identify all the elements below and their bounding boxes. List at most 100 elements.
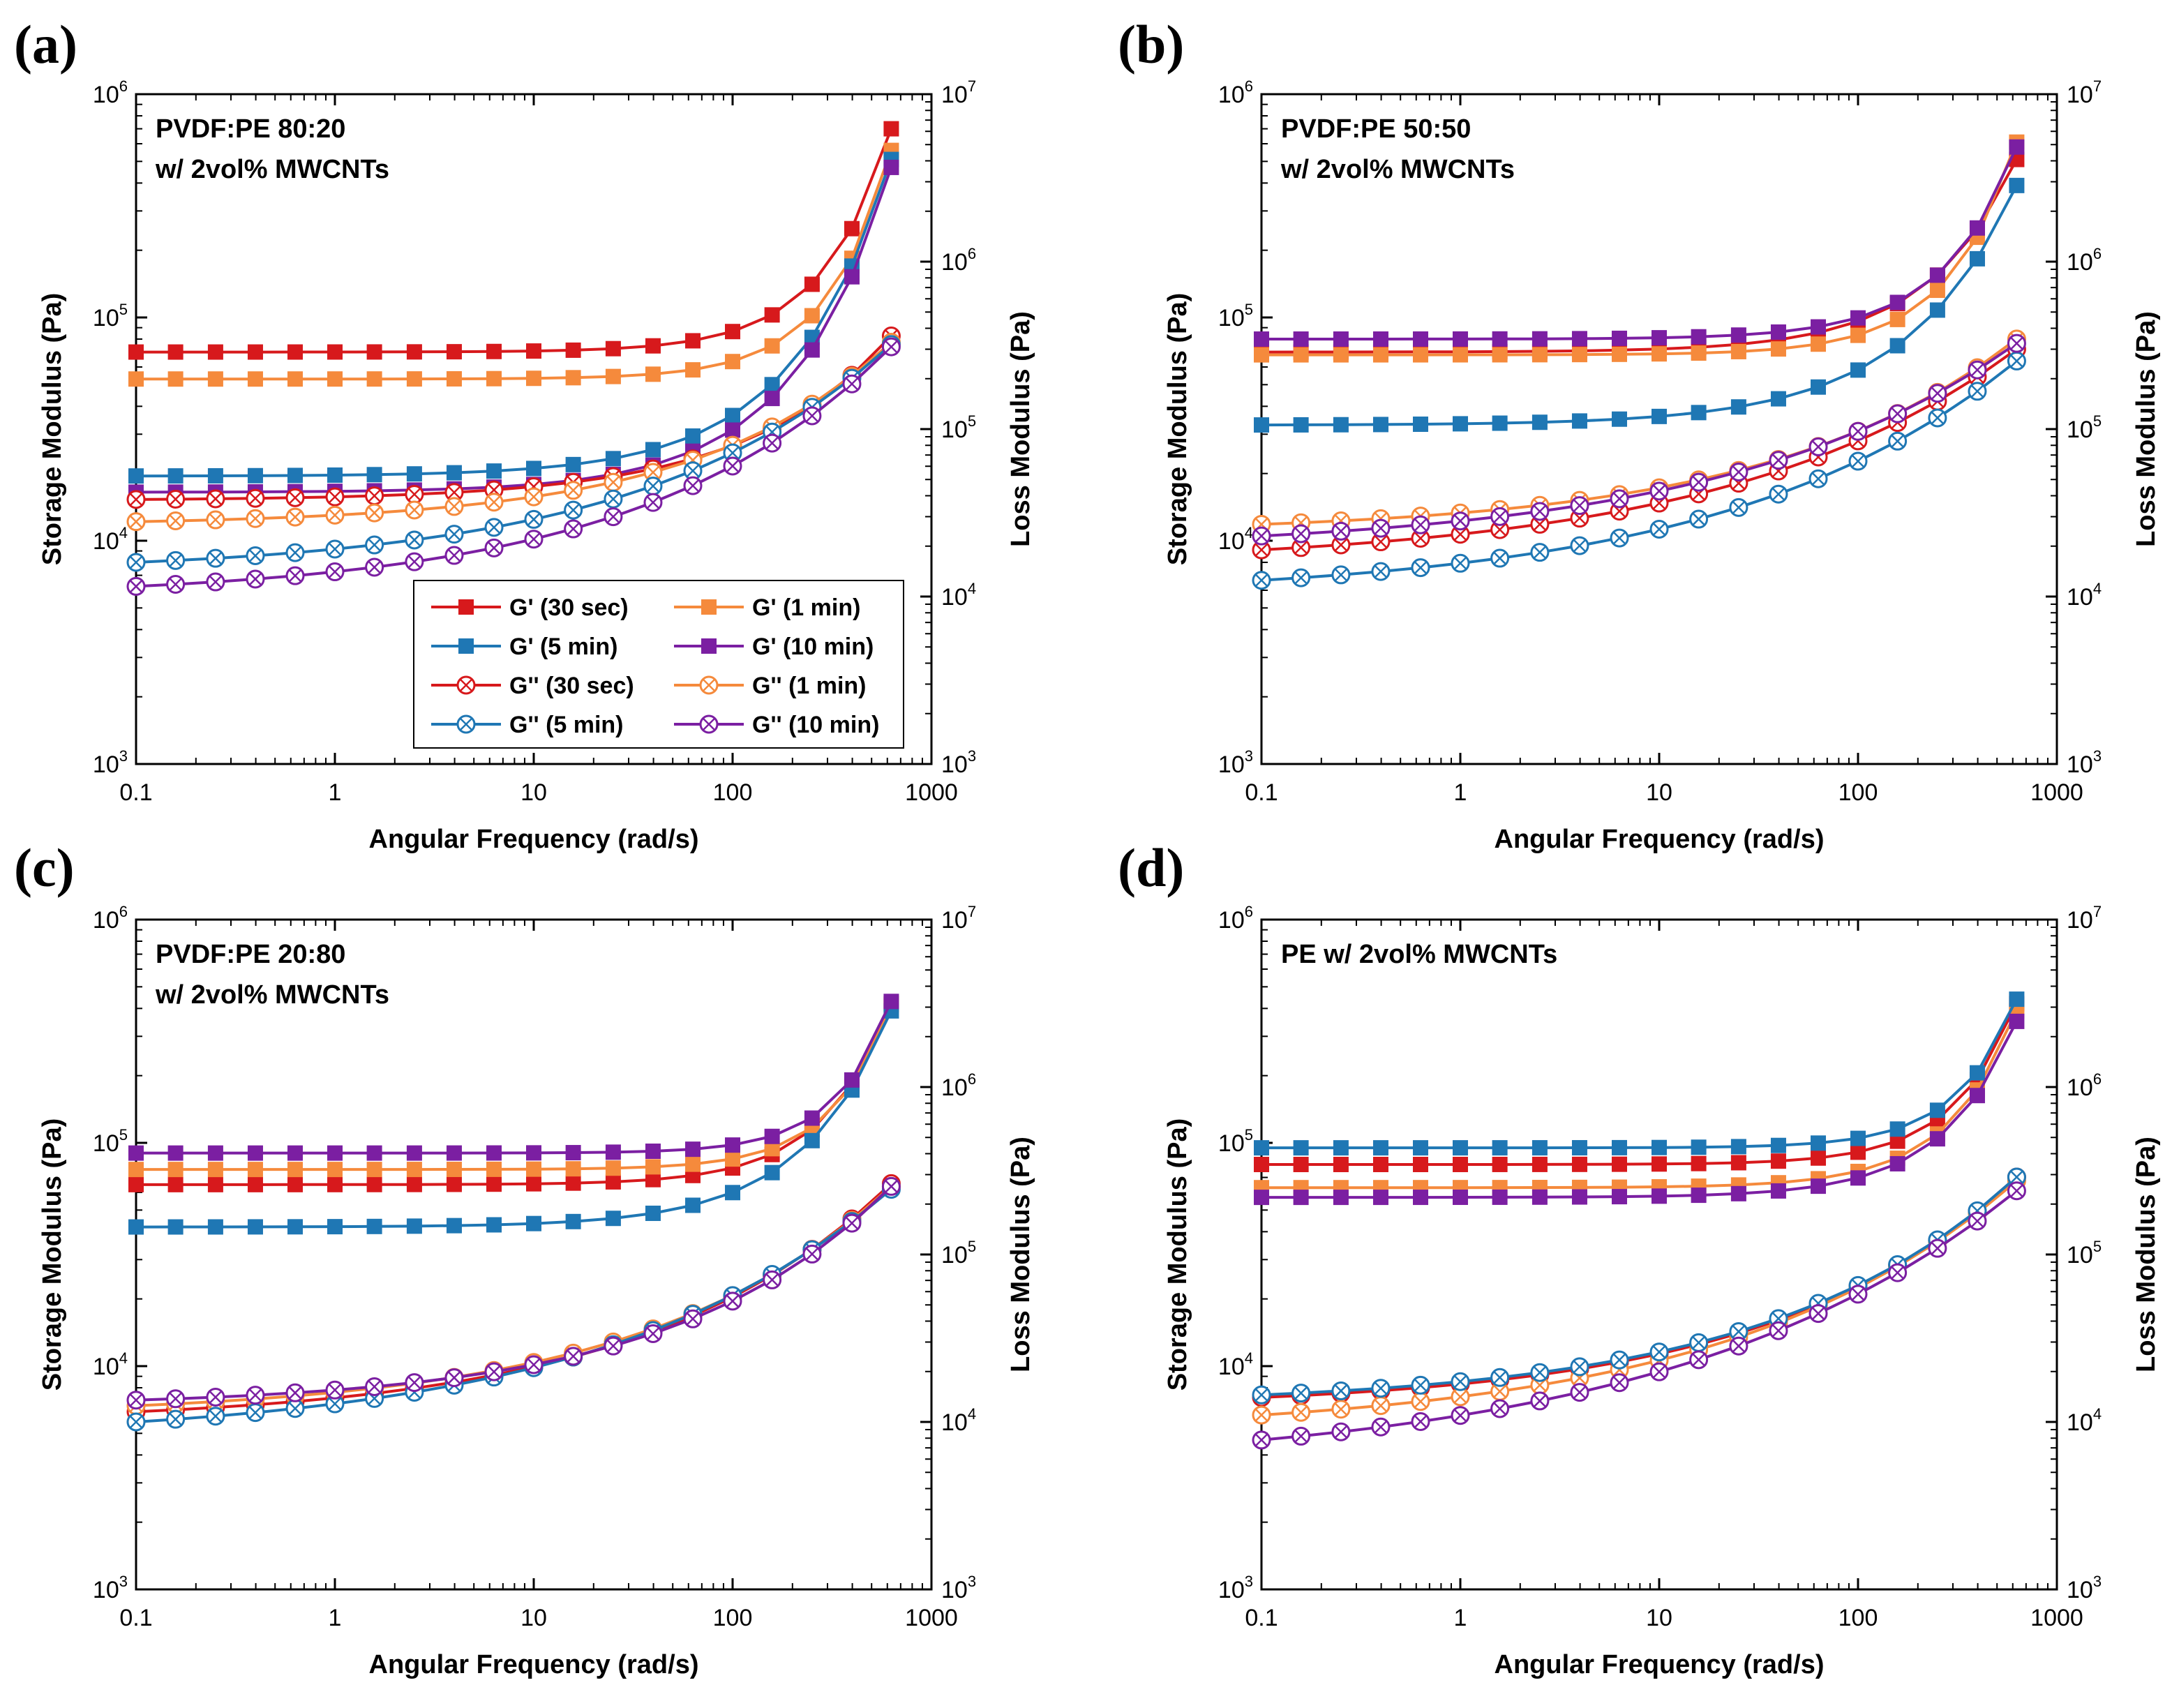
data-point bbox=[1291, 1426, 1311, 1446]
marker-cross bbox=[289, 1402, 301, 1415]
data-point bbox=[1490, 1399, 1510, 1418]
marker-cross bbox=[1732, 501, 1745, 514]
data-point bbox=[167, 1219, 184, 1235]
marker-cross bbox=[329, 1398, 341, 1410]
data-point bbox=[1652, 1188, 1667, 1204]
data-point bbox=[1730, 1185, 1746, 1201]
data-point bbox=[1411, 1392, 1430, 1411]
data-point bbox=[1850, 1170, 1866, 1186]
marker-cross bbox=[130, 580, 142, 593]
data-point bbox=[446, 1145, 462, 1161]
data-point bbox=[1252, 1385, 1271, 1404]
marker-cross bbox=[329, 490, 341, 504]
marker-cross bbox=[1971, 384, 1984, 398]
marker-cross bbox=[408, 1376, 421, 1389]
data-point bbox=[1889, 338, 1905, 354]
data-point bbox=[1411, 1411, 1430, 1431]
data-point bbox=[1848, 451, 1868, 471]
marker-cross bbox=[329, 1384, 341, 1397]
marker-cross bbox=[209, 576, 222, 588]
data-point bbox=[804, 342, 820, 358]
x-axis-label: Angular Frequency (rad/s) bbox=[369, 825, 699, 854]
marker-cross bbox=[1534, 546, 1546, 559]
data-point bbox=[1252, 540, 1271, 560]
data-point bbox=[1769, 1321, 1788, 1340]
marker-cross bbox=[448, 500, 460, 513]
series-7 bbox=[126, 337, 901, 596]
data-point bbox=[604, 1336, 623, 1356]
marker-cross bbox=[1692, 513, 1705, 525]
data-point bbox=[1291, 1384, 1311, 1403]
data-point bbox=[1333, 331, 1349, 347]
data-point bbox=[287, 1176, 304, 1192]
marker-cross bbox=[368, 1380, 381, 1393]
data-point bbox=[207, 467, 223, 484]
marker-cross bbox=[1534, 1379, 1546, 1392]
data-point bbox=[1808, 469, 1828, 488]
marker-cross bbox=[1573, 1386, 1586, 1399]
data-point bbox=[685, 362, 701, 378]
data-point bbox=[1451, 1387, 1470, 1407]
data-point bbox=[366, 1176, 382, 1192]
data-point bbox=[247, 467, 263, 484]
y2-tick-base: 10 bbox=[941, 907, 968, 934]
data-point bbox=[1889, 1133, 1905, 1149]
marker-cross bbox=[1812, 440, 1825, 454]
data-point bbox=[1413, 417, 1429, 433]
y-tick-base: 10 bbox=[93, 82, 119, 108]
marker-cross bbox=[289, 491, 301, 504]
data-point bbox=[365, 535, 384, 555]
x-tick-label: 100 bbox=[1838, 1605, 1878, 1631]
y2-tick-exponent: 7 bbox=[968, 77, 976, 95]
y2-tick-exponent: 4 bbox=[2093, 580, 2102, 597]
data-point bbox=[643, 1324, 663, 1344]
data-point bbox=[1453, 347, 1468, 363]
data-point bbox=[844, 269, 860, 285]
data-point bbox=[1254, 1190, 1269, 1206]
data-point bbox=[565, 1161, 581, 1177]
marker-cross bbox=[846, 1217, 858, 1229]
marker-cross bbox=[1255, 574, 1268, 587]
data-point bbox=[207, 1176, 223, 1192]
data-point bbox=[325, 539, 345, 559]
x-tick-label: 0.1 bbox=[1245, 779, 1278, 806]
data-point bbox=[1889, 1121, 1905, 1137]
data-point bbox=[207, 1219, 223, 1235]
data-point bbox=[366, 1145, 382, 1161]
data-point bbox=[1291, 568, 1311, 587]
panel-annotation: PVDF:PE 80:20 bbox=[156, 114, 345, 144]
data-point bbox=[1490, 1368, 1510, 1387]
y-tick-exponent: 6 bbox=[119, 903, 128, 920]
marker-cross bbox=[1493, 523, 1506, 536]
marker-cross bbox=[249, 492, 262, 505]
data-point bbox=[1969, 1088, 1985, 1104]
marker-cross bbox=[169, 1413, 182, 1426]
data-point bbox=[764, 307, 780, 323]
data-point bbox=[1530, 514, 1550, 534]
marker-cross bbox=[1534, 1366, 1546, 1379]
y2-tick-exponent: 6 bbox=[2093, 1070, 2102, 1088]
data-point bbox=[1492, 415, 1508, 431]
y2-tick-label: 107 bbox=[2067, 903, 2102, 934]
data-point bbox=[1372, 1190, 1388, 1206]
data-point bbox=[1811, 1178, 1827, 1194]
data-point bbox=[645, 338, 661, 354]
series-2 bbox=[128, 1003, 899, 1235]
y-tick-base: 10 bbox=[1218, 907, 1245, 934]
data-point bbox=[2007, 334, 2026, 353]
y2-tick-label: 104 bbox=[2067, 580, 2102, 610]
marker-cross bbox=[209, 493, 222, 505]
data-point bbox=[126, 512, 146, 532]
marker-cross bbox=[1454, 1409, 1467, 1422]
marker-cross bbox=[1931, 412, 1944, 424]
data-point bbox=[486, 1145, 502, 1161]
data-point bbox=[604, 507, 623, 527]
marker-cross bbox=[1772, 1324, 1785, 1338]
data-point bbox=[406, 1218, 422, 1234]
data-point bbox=[643, 463, 663, 482]
y2-tick-label: 103 bbox=[2067, 1573, 2102, 1603]
data-point bbox=[1850, 1144, 1866, 1160]
data-point bbox=[365, 486, 384, 506]
data-point bbox=[1531, 347, 1548, 363]
marker-cross bbox=[169, 578, 182, 591]
